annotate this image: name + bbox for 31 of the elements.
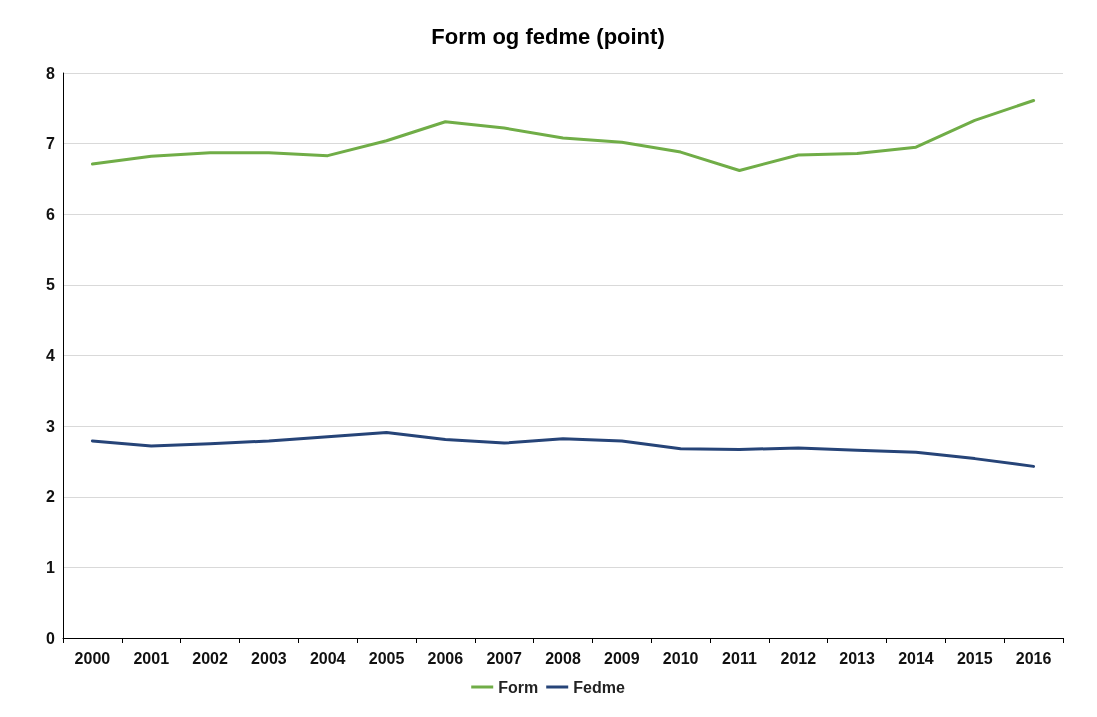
x-tick-label: 2002 — [192, 649, 228, 667]
y-tick-label: 1 — [46, 558, 56, 576]
line-series — [90, 99, 1036, 172]
x-tick-label: 2011 — [722, 649, 757, 667]
x-tick-label: 2010 — [662, 649, 699, 667]
x-tick-label: 2006 — [427, 649, 464, 667]
y-tick-label: 7 — [46, 135, 56, 153]
line-series — [90, 430, 1036, 468]
y-tick-label: 5 — [46, 276, 56, 294]
legend-label: Fedme — [573, 678, 625, 696]
x-tick-label: 2000 — [74, 649, 111, 667]
legend-label: Form — [498, 678, 539, 696]
x-tick-label: 2014 — [898, 649, 934, 667]
x-tick-label: 2007 — [486, 649, 523, 667]
y-tick-label: 4 — [46, 347, 56, 364]
x-tick-label: 2004 — [309, 649, 346, 667]
y-tick-label: 2 — [46, 488, 56, 506]
x-tick-label: 2008 — [545, 649, 581, 667]
x-tick-label: 2009 — [604, 649, 640, 667]
chart-title: Form og fedme (point) — [431, 23, 665, 49]
x-tick-label: 2013 — [839, 649, 876, 667]
x-tick-label: 2005 — [368, 649, 405, 667]
x-tick-label: 2003 — [251, 649, 287, 667]
x-tick-label: 2001 — [133, 649, 170, 667]
y-tick-label: 3 — [46, 417, 56, 435]
x-tick-label: 2012 — [780, 649, 817, 667]
x-tick-label: 2015 — [956, 649, 993, 667]
y-tick-label: 0 — [46, 629, 56, 647]
y-tick-label: 6 — [46, 205, 56, 223]
y-tick-label: 8 — [46, 64, 56, 82]
x-tick-label: 2016 — [1015, 649, 1052, 667]
